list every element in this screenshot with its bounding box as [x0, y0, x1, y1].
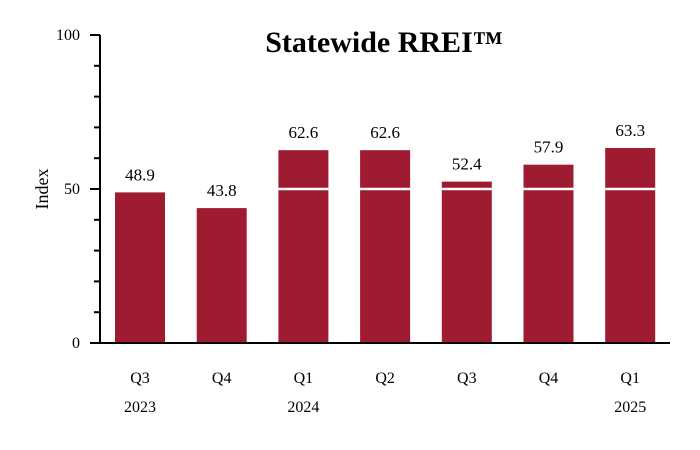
bar [278, 150, 329, 343]
labels-layer: 48.9 Q3 2023 43.8 Q4 62.6 Q1 2024 62.6 Q2 52.4 Q3 57… [124, 121, 646, 416]
y-axis-label: Index [32, 169, 52, 210]
x-tick-label: Q4 [212, 370, 232, 387]
x-year-label: 2025 [614, 399, 646, 416]
data-label: 43.8 [207, 181, 237, 200]
x-tick-label: Q4 [539, 370, 559, 387]
data-label: 52.4 [452, 155, 482, 174]
bars-layer [115, 148, 656, 343]
data-label: 63.3 [615, 121, 645, 140]
x-tick-label: Q1 [294, 370, 314, 387]
bar [523, 164, 574, 343]
chart-title: Statewide RREI™ [265, 26, 503, 59]
y-tick-label: 0 [72, 335, 80, 352]
data-label: 57.9 [534, 138, 564, 157]
data-label: 62.6 [370, 123, 400, 142]
y-tick-label: 100 [56, 27, 80, 44]
bar [196, 208, 247, 343]
x-year-label: 2023 [124, 399, 156, 416]
bar [441, 181, 492, 343]
x-tick-label: Q2 [375, 370, 395, 387]
x-tick-label: Q3 [130, 370, 150, 387]
data-label: 48.9 [125, 165, 155, 184]
x-year-label: 2024 [287, 399, 319, 416]
x-tick-label: Q3 [457, 370, 477, 387]
bar [360, 150, 411, 343]
axes-layer: 0 50 100 [56, 27, 670, 352]
bar [605, 148, 656, 343]
y-tick-label: 50 [64, 181, 80, 198]
data-label: 62.6 [289, 123, 319, 142]
bar [115, 192, 165, 343]
x-tick-label: Q1 [620, 370, 640, 387]
